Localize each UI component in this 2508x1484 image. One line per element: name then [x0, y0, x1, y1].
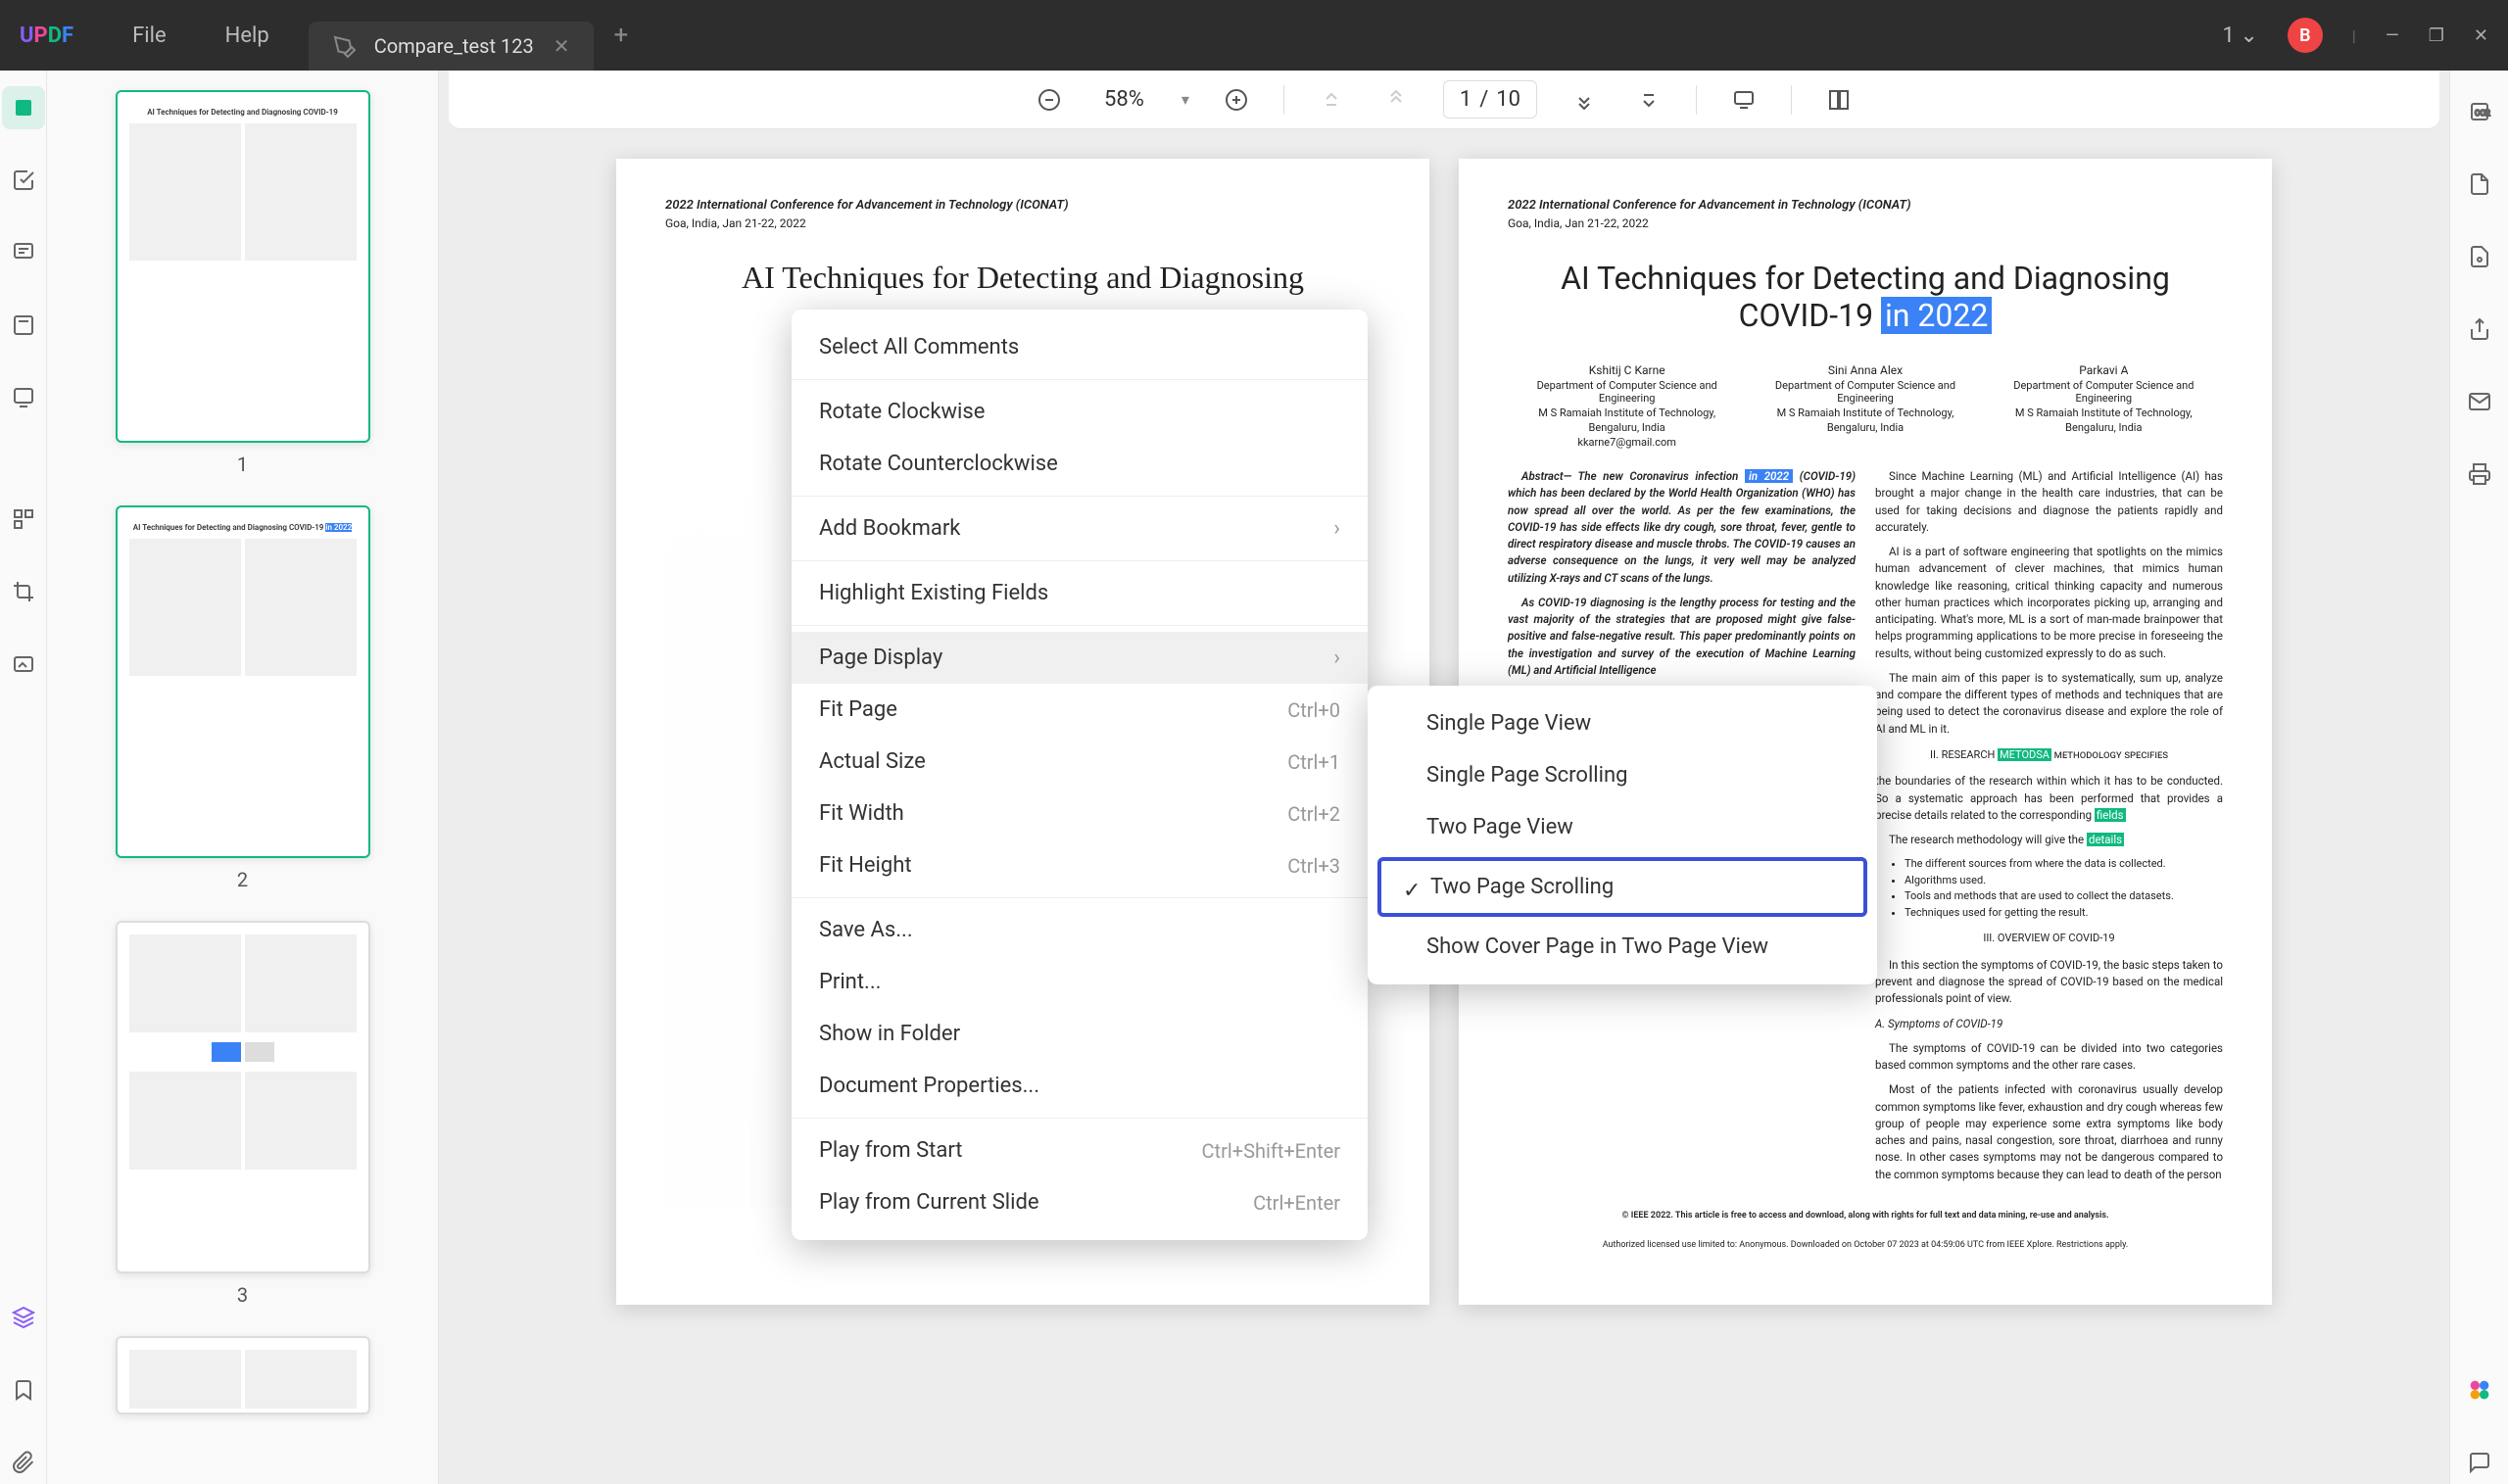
new-tab-button[interactable]: + [613, 21, 628, 50]
comment-tool[interactable] [2, 231, 45, 274]
organize-tool[interactable] [2, 498, 45, 541]
ctx-print[interactable]: Print... [792, 956, 1368, 1008]
check-icon: ✓ [1403, 879, 1421, 903]
ctx-add-bookmark[interactable]: Add Bookmark› [792, 503, 1368, 554]
document-tab[interactable]: Compare_test 123 ✕ [309, 22, 595, 71]
highlight-tool[interactable] [2, 159, 45, 202]
zoom-dropdown-icon[interactable]: ▾ [1182, 90, 1189, 109]
svg-text:OCR: OCR [2475, 109, 2490, 118]
ctx-play-from-current[interactable]: Play from Current SlideCtrl+Enter [792, 1176, 1368, 1228]
chevron-down-icon: ⌄ [2240, 24, 2257, 48]
tab-pencil-icon [333, 35, 355, 57]
authors-block: Kshitij C KarneDepartment of Computer Sc… [1508, 363, 2223, 449]
ctx-fit-page[interactable]: Fit PageCtrl+0 [792, 684, 1368, 736]
ctx-select-all-comments[interactable]: Select All Comments [792, 321, 1368, 373]
ctx-play-from-start[interactable]: Play from StartCtrl+Shift+Enter [792, 1125, 1368, 1176]
ai-tool[interactable] [2458, 1368, 2501, 1412]
view-mode-button[interactable] [1821, 82, 1857, 118]
email-tool[interactable] [2458, 380, 2501, 423]
context-menu: Select All Comments Rotate Clockwise Rot… [792, 310, 1368, 1240]
redact-tool[interactable] [2, 643, 45, 686]
sub-show-cover-page[interactable]: Show Cover Page in Two Page View [1368, 921, 1877, 973]
ocr-tool[interactable]: OCR [2458, 90, 2501, 133]
next-page-button[interactable] [1567, 82, 1602, 118]
menu-help[interactable]: Help [225, 24, 269, 48]
minimize-button[interactable]: — [2386, 25, 2399, 46]
count-indicator[interactable]: 1 ⌄ [2223, 24, 2258, 48]
ctx-doc-properties[interactable]: Document Properties... [792, 1060, 1368, 1112]
maximize-button[interactable]: ❐ [2429, 25, 2444, 46]
zoom-in-button[interactable] [1219, 82, 1254, 118]
left-toolbar [0, 71, 47, 1484]
thumbnail-2[interactable]: AI Techniques for Detecting and Diagnosi… [116, 505, 370, 858]
view-toolbar: 58% ▾ 1 / 10 [449, 71, 2439, 129]
last-page-button[interactable] [1631, 82, 1666, 118]
layers-tool[interactable] [2, 1296, 45, 1339]
tab-title: Compare_test 123 [374, 34, 534, 58]
page-display-submenu: Single Page View Single Page Scrolling T… [1368, 686, 1877, 984]
edit-tool[interactable] [2, 304, 45, 347]
thumbnail-1[interactable]: AI Techniques for Detecting and Diagnosi… [116, 90, 370, 443]
print-tool[interactable] [2458, 453, 2501, 496]
share-tool[interactable] [2458, 308, 2501, 351]
sub-two-page-scrolling[interactable]: ✓Two Page Scrolling [1377, 857, 1867, 917]
thumb-label-3: 3 [67, 1283, 418, 1307]
ctx-show-in-folder[interactable]: Show in Folder [792, 1008, 1368, 1060]
chevron-right-icon: › [1333, 646, 1340, 670]
ctx-rotate-ccw[interactable]: Rotate Counterclockwise [792, 438, 1368, 490]
zoom-out-button[interactable] [1032, 82, 1067, 118]
thumb-label-1: 1 [67, 453, 418, 476]
crop-tool[interactable] [2, 570, 45, 613]
protect-tool[interactable] [2458, 235, 2501, 278]
first-page-button[interactable] [1314, 82, 1349, 118]
ctx-actual-size[interactable]: Actual SizeCtrl+1 [792, 736, 1368, 788]
sub-single-page-view[interactable]: Single Page View [1368, 697, 1877, 749]
ctx-page-display[interactable]: Page Display› [792, 632, 1368, 684]
sub-single-page-scrolling[interactable]: Single Page Scrolling [1368, 749, 1877, 801]
ctx-rotate-cw[interactable]: Rotate Clockwise [792, 386, 1368, 438]
paper-title-right: AI Techniques for Detecting and Diagnosi… [1508, 260, 2223, 334]
sub-two-page-view[interactable]: Two Page View [1368, 801, 1877, 853]
thumbnail-4[interactable] [116, 1336, 370, 1414]
menu-bar: File Help [132, 24, 269, 48]
thumbnail-3[interactable] [116, 921, 370, 1273]
menu-file[interactable]: File [132, 24, 167, 48]
thumb-label-2: 2 [67, 868, 418, 891]
ctx-save-as[interactable]: Save As... [792, 904, 1368, 956]
paper-title-left: AI Techniques for Detecting and Diagnosi… [665, 260, 1380, 296]
title-highlight: in 2022 [1881, 297, 1992, 334]
close-button[interactable]: ✕ [2474, 25, 2488, 46]
attachment-tool[interactable] [2, 1441, 45, 1484]
user-avatar[interactable]: B [2288, 18, 2323, 53]
prev-page-button[interactable] [1378, 82, 1414, 118]
ctx-fit-height[interactable]: Fit HeightCtrl+3 [792, 839, 1368, 891]
form-tool[interactable] [2, 376, 45, 419]
titlebar: UPDF File Help Compare_test 123 ✕ + 1 ⌄ … [0, 0, 2508, 71]
chat-tool[interactable] [2458, 1441, 2501, 1484]
presentation-button[interactable] [1726, 82, 1761, 118]
ctx-fit-width[interactable]: Fit WidthCtrl+2 [792, 788, 1368, 839]
export-tool[interactable] [2458, 163, 2501, 206]
chevron-right-icon: › [1333, 516, 1340, 541]
ctx-highlight-fields[interactable]: Highlight Existing Fields [792, 567, 1368, 619]
tab-close-icon[interactable]: ✕ [554, 34, 570, 58]
thumbnail-panel: AI Techniques for Detecting and Diagnosi… [47, 71, 439, 1484]
bookmark-tool[interactable] [2, 1368, 45, 1412]
page-indicator[interactable]: 1 / 10 [1443, 80, 1537, 119]
right-toolbar: OCR [2449, 71, 2508, 1484]
app-logo: UPDF [20, 24, 73, 48]
reader-tool[interactable] [2, 86, 45, 129]
zoom-value: 58% [1096, 87, 1152, 112]
